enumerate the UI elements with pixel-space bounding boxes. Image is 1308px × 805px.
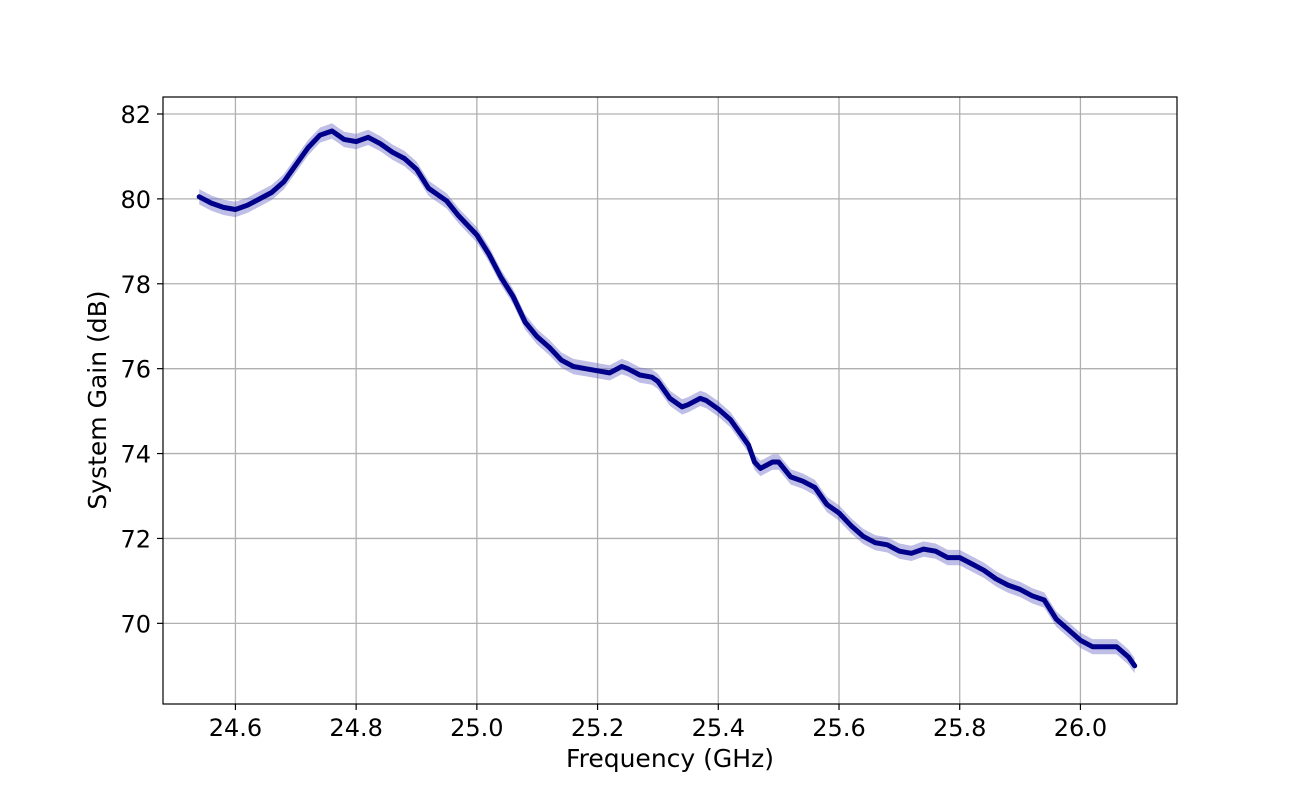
y-tick-label: 70 [120,610,151,638]
plot-area-frame [162,96,1178,705]
x-axis-label: Frequency (GHz) [566,744,774,773]
x-axis-ticks: 24.6 24.8 25.0 25.2 25.4 25.6 25.8 26.0 [209,704,1107,742]
x-tick-label: 25.0 [450,714,503,742]
y-tick-label: 80 [120,186,151,214]
x-tick-label: 24.8 [329,714,382,742]
y-tick-label: 76 [120,356,151,384]
x-tick-label: 26.0 [1054,714,1107,742]
y-axis-ticks: 70 72 74 76 78 80 82 [120,101,163,638]
y-tick-label: 78 [120,271,151,299]
y-tick-label: 74 [120,441,151,469]
x-tick-label: 24.6 [209,714,262,742]
y-tick-label: 82 [120,101,151,129]
y-axis-label: System Gain (dB) [83,290,112,509]
x-tick-label: 25.2 [571,714,624,742]
y-tick-label: 72 [120,525,151,553]
grid-lines [163,97,1177,704]
gain-series-line [196,128,1138,669]
x-tick-label: 25.4 [692,714,745,742]
x-tick-label: 25.6 [812,714,865,742]
x-tick-label: 25.8 [933,714,986,742]
